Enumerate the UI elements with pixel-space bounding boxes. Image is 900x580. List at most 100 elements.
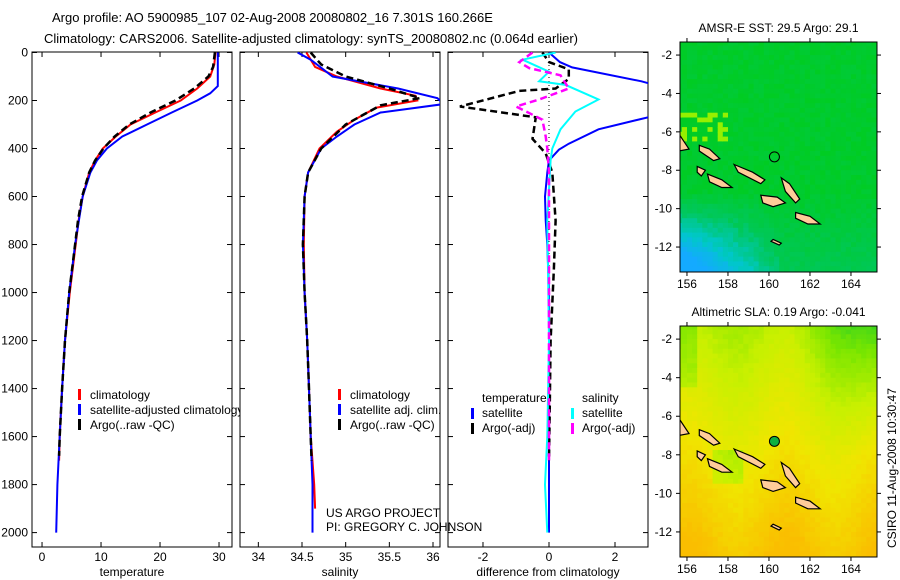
map-cell — [769, 79, 775, 85]
map-cell — [687, 512, 693, 519]
map-cell — [687, 208, 693, 214]
map-cell — [815, 454, 821, 461]
map-cell — [758, 531, 765, 538]
map-cell — [825, 247, 831, 253]
map-cell — [840, 122, 847, 128]
map-cell — [851, 464, 857, 470]
map-cell — [861, 184, 867, 190]
map-cell — [794, 208, 801, 214]
map-cell — [845, 242, 852, 248]
map-cell — [738, 103, 744, 109]
map-cell — [733, 122, 739, 128]
map-cell — [779, 326, 785, 331]
map-cell — [680, 155, 683, 162]
map-cell — [825, 266, 831, 272]
map-cell — [753, 517, 760, 523]
map-cell — [774, 93, 780, 99]
map-cell — [758, 474, 765, 480]
map-cell — [861, 175, 867, 181]
map-cell — [866, 425, 872, 432]
map-cell — [789, 55, 796, 61]
map-cell — [707, 469, 714, 475]
map-cell — [743, 141, 749, 147]
map-cell — [753, 430, 760, 437]
map-cell — [871, 527, 877, 533]
map-cell — [738, 541, 744, 547]
map-cell — [774, 50, 780, 56]
map-cell — [738, 498, 744, 504]
map-cell — [825, 136, 831, 142]
map-cell — [799, 103, 806, 109]
map-cell — [712, 474, 719, 480]
map-cell — [861, 435, 867, 441]
map-cell — [804, 406, 811, 412]
map-cell — [712, 435, 719, 441]
map-cell — [794, 368, 801, 374]
map-cell — [769, 69, 775, 75]
map-cell — [681, 483, 688, 490]
map-cell — [784, 141, 790, 147]
map-cell — [866, 141, 872, 147]
map-cell — [794, 45, 801, 51]
map-cell — [702, 541, 708, 547]
map-cell — [743, 430, 749, 437]
map-cell — [845, 343, 852, 350]
map-cell — [815, 223, 821, 229]
map-cell — [851, 69, 857, 75]
map-cell — [815, 232, 821, 238]
map-cell — [743, 256, 749, 262]
map-cell — [784, 372, 790, 379]
map-cell — [743, 59, 749, 66]
map-cell — [692, 435, 698, 441]
map-cell — [789, 45, 796, 51]
map-cell — [840, 541, 847, 547]
map-cell — [769, 425, 775, 432]
map-cell — [861, 208, 867, 214]
map-cell — [820, 266, 826, 272]
x-tick-label: 164 — [841, 277, 861, 291]
map-cell — [794, 74, 801, 80]
map-cell — [779, 155, 785, 162]
map-cell — [815, 435, 821, 441]
map-cell — [681, 517, 688, 523]
map-cell — [856, 382, 862, 388]
map-cell — [728, 430, 734, 437]
map-cell — [692, 503, 698, 509]
map-cell — [702, 493, 708, 499]
map-cell — [697, 160, 703, 166]
map-cell — [794, 512, 801, 519]
map-cell — [763, 430, 770, 437]
map-cell — [748, 527, 755, 533]
map-cell — [681, 160, 688, 166]
map-cell — [820, 189, 826, 195]
map-cell — [845, 372, 852, 379]
map-cell — [722, 213, 729, 219]
map-cell — [856, 459, 862, 465]
map-cell — [861, 261, 867, 267]
map-cell — [680, 88, 683, 95]
map-cell — [825, 551, 831, 557]
map-cell — [707, 69, 714, 75]
map-cell — [784, 74, 790, 80]
map-cell — [722, 397, 729, 403]
map-cell — [799, 179, 806, 186]
map-cell — [804, 107, 811, 114]
map-cell — [748, 493, 755, 499]
map-cell — [712, 382, 719, 388]
map-cell — [680, 79, 683, 85]
map-cell — [748, 498, 755, 504]
map-cell — [722, 382, 729, 388]
map-cell — [702, 122, 708, 128]
map-cell — [830, 334, 837, 340]
map-cell — [799, 343, 806, 350]
map-cell — [753, 83, 760, 90]
map-cell — [804, 339, 811, 345]
map-cell — [680, 261, 683, 267]
map-cell — [763, 517, 770, 523]
map-cell — [753, 247, 760, 253]
map-cell — [738, 218, 744, 224]
map-cell — [871, 474, 877, 480]
map-cell — [799, 227, 806, 234]
map-cell — [810, 326, 816, 331]
map-cell — [774, 42, 780, 47]
